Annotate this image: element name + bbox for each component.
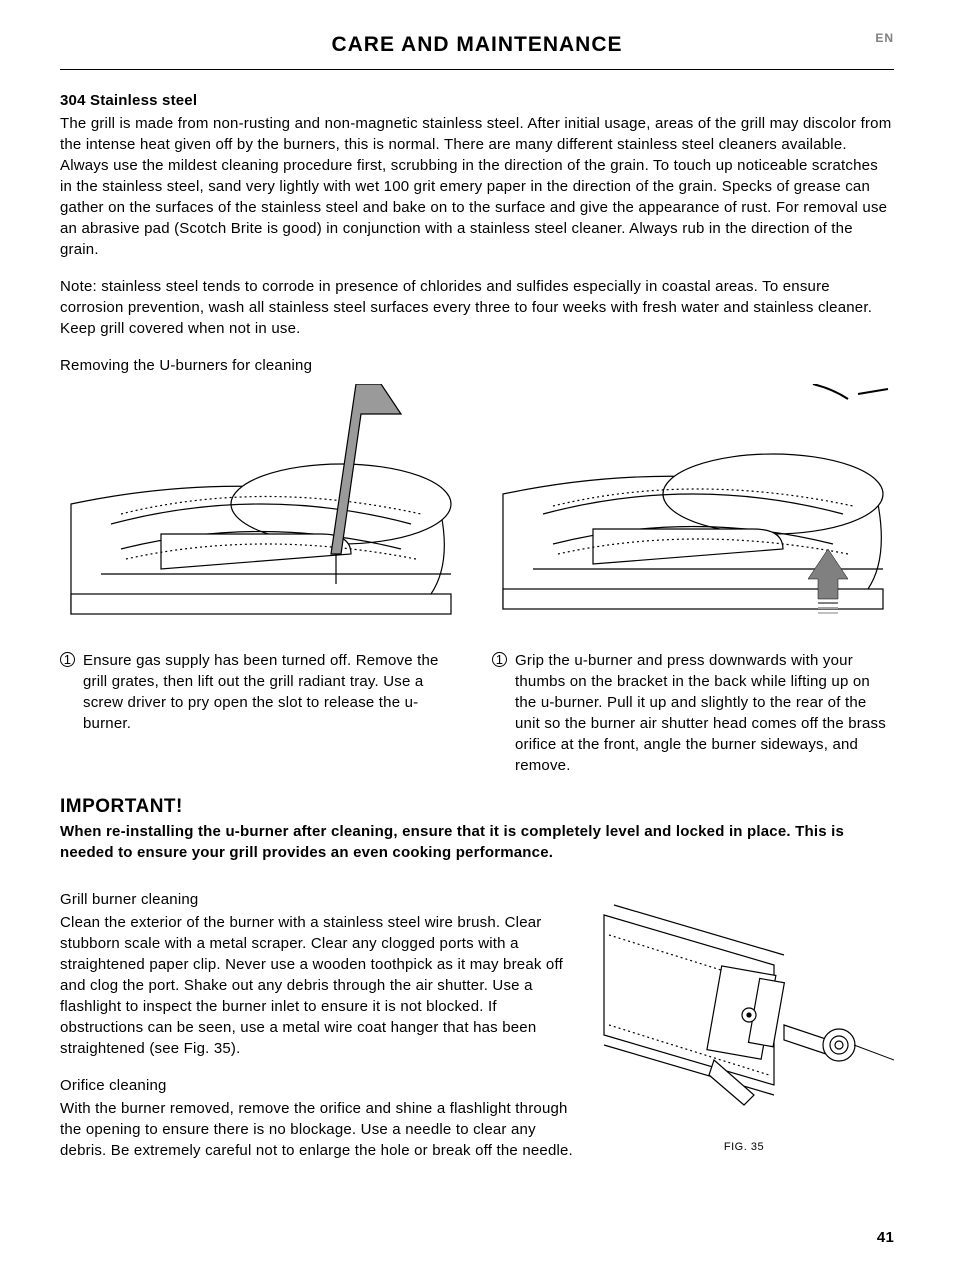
lower-text-column: Grill burner cleaning Clean the exterior… xyxy=(60,885,574,1177)
lower-section: Grill burner cleaning Clean the exterior… xyxy=(60,885,894,1177)
illustration-fig-35 xyxy=(594,885,894,1130)
fig-caption: FIG. 35 xyxy=(594,1140,894,1155)
illustration-screwdriver xyxy=(60,384,462,634)
step-col-1: 1 Ensure gas supply has been turned off.… xyxy=(60,384,462,776)
step-number-icon: 1 xyxy=(492,652,507,667)
step-col-2: 1 Grip the u-burner and press downwards … xyxy=(492,384,894,776)
important-body: When re-installing the u-burner after cl… xyxy=(60,821,894,863)
note-stainless: Note: stainless steel tends to corrode i… xyxy=(60,276,894,339)
step-2: 1 Grip the u-burner and press downwards … xyxy=(492,650,894,776)
step-2-text: Grip the u-burner and press downwards wi… xyxy=(515,650,894,776)
heading-orifice: Orifice cleaning xyxy=(60,1075,574,1096)
uburner-steps: 1 Ensure gas supply has been turned off.… xyxy=(60,384,894,776)
page-header: CARE AND MAINTENANCE EN xyxy=(60,30,894,70)
heading-stainless: 304 Stainless steel xyxy=(60,90,894,111)
page-number: 41 xyxy=(60,1227,894,1248)
figure-35: FIG. 35 xyxy=(594,885,894,1155)
section-stainless: 304 Stainless steel The grill is made fr… xyxy=(60,90,894,339)
step-1: 1 Ensure gas supply has been turned off.… xyxy=(60,650,462,734)
important-heading: IMPORTANT! xyxy=(60,794,894,821)
step-number-icon: 1 xyxy=(60,652,75,667)
heading-uburner: Removing the U-burners for cleaning xyxy=(60,355,894,376)
body-orifice: With the burner removed, remove the orif… xyxy=(60,1098,574,1161)
illustration-lift-burner xyxy=(492,384,894,634)
body-grill-burner: Clean the exterior of the burner with a … xyxy=(60,912,574,1059)
page-title: CARE AND MAINTENANCE xyxy=(331,30,622,59)
step-1-text: Ensure gas supply has been turned off. R… xyxy=(83,650,462,734)
heading-grill-burner: Grill burner cleaning xyxy=(60,889,574,910)
language-tag: EN xyxy=(875,30,894,47)
body-stainless: The grill is made from non-rusting and n… xyxy=(60,113,894,260)
